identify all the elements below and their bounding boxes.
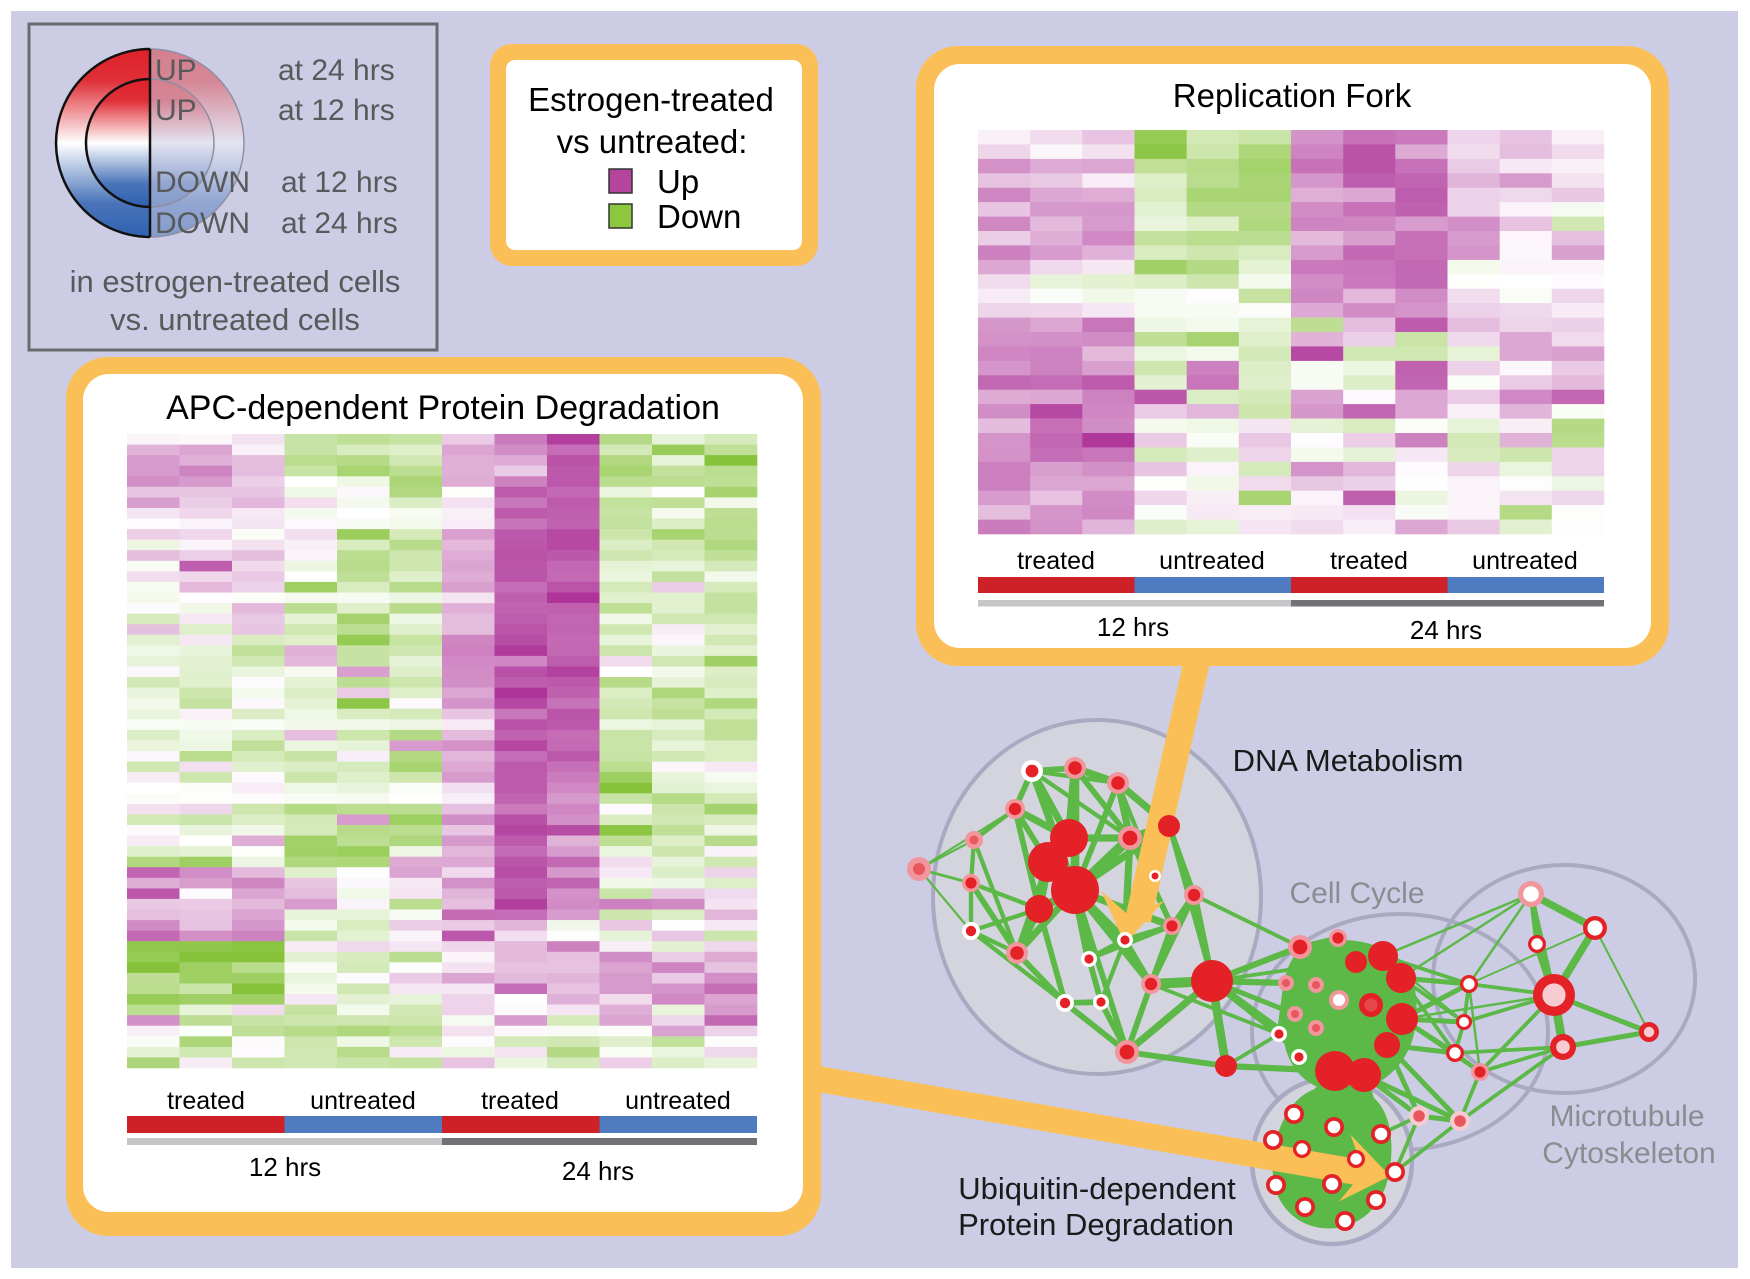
svg-text:Down: Down [657, 198, 741, 235]
svg-text:Ubiquitin-dependent: Ubiquitin-dependent [958, 1171, 1236, 1206]
svg-text:treated: treated [167, 1087, 245, 1115]
svg-text:12 hrs: 12 hrs [1097, 612, 1169, 642]
svg-text:UP: UP [155, 54, 197, 87]
svg-text:untreated: untreated [310, 1087, 416, 1115]
svg-text:UP: UP [155, 94, 197, 127]
svg-text:Up: Up [657, 163, 699, 200]
svg-text:Cell Cycle: Cell Cycle [1289, 877, 1424, 910]
svg-text:untreated: untreated [625, 1087, 731, 1115]
svg-text:vs. untreated cells: vs. untreated cells [110, 302, 360, 337]
svg-text:Estrogen-treated: Estrogen-treated [528, 81, 774, 118]
svg-text:treated: treated [1330, 547, 1408, 575]
svg-text:Protein Degradation: Protein Degradation [958, 1207, 1234, 1242]
svg-text:Cytoskeleton: Cytoskeleton [1542, 1137, 1715, 1170]
svg-text:untreated: untreated [1472, 547, 1578, 575]
svg-text:Microtubule: Microtubule [1549, 1100, 1704, 1133]
svg-text:treated: treated [481, 1087, 559, 1115]
svg-text:vs untreated:: vs untreated: [557, 123, 748, 160]
svg-text:at 12 hrs: at 12 hrs [281, 166, 398, 199]
svg-text:Replication Fork: Replication Fork [1173, 77, 1412, 114]
svg-text:DOWN: DOWN [155, 166, 250, 199]
svg-text:at 12 hrs: at 12 hrs [278, 94, 395, 127]
svg-text:treated: treated [1017, 547, 1095, 575]
svg-text:at 24 hrs: at 24 hrs [281, 207, 398, 240]
svg-text:APC-dependent Protein Degradat: APC-dependent Protein Degradation [166, 389, 720, 427]
svg-text:at 24 hrs: at 24 hrs [278, 54, 395, 87]
svg-text:12 hrs: 12 hrs [249, 1152, 321, 1182]
svg-text:24 hrs: 24 hrs [562, 1156, 634, 1186]
svg-text:in estrogen-treated cells: in estrogen-treated cells [70, 264, 401, 299]
svg-text:DOWN: DOWN [155, 207, 250, 240]
svg-text:DNA Metabolism: DNA Metabolism [1233, 743, 1464, 778]
svg-text:untreated: untreated [1159, 547, 1265, 575]
svg-text:24 hrs: 24 hrs [1410, 615, 1482, 645]
